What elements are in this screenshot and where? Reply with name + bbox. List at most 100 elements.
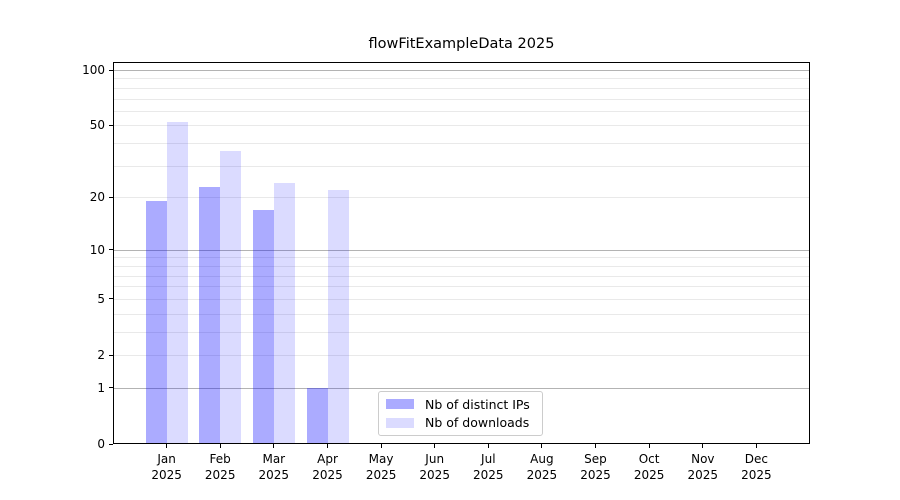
x-tick-month: Feb	[209, 452, 231, 466]
y-tick-label: 0	[97, 437, 105, 451]
x-tick-month: Mar	[262, 452, 286, 466]
x-tick-year: 2025	[741, 468, 772, 482]
bar-nb-of-distinct-ips-mar	[252, 209, 274, 444]
gridline-minor	[113, 275, 810, 277]
x-tick-label: Jul 2025	[473, 451, 504, 483]
gridline-minor	[113, 165, 810, 167]
gridline-minor	[113, 313, 810, 315]
x-tick	[219, 444, 221, 448]
x-tick	[166, 444, 168, 448]
gridline-minor	[113, 257, 810, 259]
bar-nb-of-downloads-apr	[327, 189, 349, 444]
legend-item: Nb of distinct IPs	[386, 397, 535, 412]
y-tick	[109, 387, 113, 389]
y-tick	[109, 69, 113, 71]
x-tick-year: 2025	[633, 468, 665, 482]
legend-swatch-nb-of-downloads	[386, 417, 414, 428]
x-tick-month: Oct	[638, 452, 660, 466]
x-tick-month: Apr	[317, 452, 338, 466]
bar-nb-of-distinct-ips-apr	[306, 387, 328, 444]
gridline-minor	[113, 110, 810, 112]
x-tick-month: Dec	[744, 452, 769, 466]
x-tick	[541, 444, 543, 448]
legend-item: Nb of downloads	[386, 415, 535, 430]
x-tick-month: Jul	[481, 452, 496, 466]
x-tick-month: Jun	[425, 452, 445, 466]
x-tick-month: May	[368, 452, 394, 466]
x-tick	[702, 444, 704, 448]
x-tick	[327, 444, 328, 448]
x-tick-year: 2025	[151, 468, 182, 482]
gridline-minor	[113, 125, 810, 127]
plot-area: Jan 2025 Feb 2025 Mar 2025 Apr 2025 May 2025 Jun 20…	[113, 62, 810, 482]
gridline-major	[113, 70, 810, 71]
x-tick-month: Nov	[691, 452, 715, 466]
gridline-minor	[113, 286, 810, 288]
x-tick	[434, 444, 436, 448]
bar-nb-of-distinct-ips-feb	[199, 186, 221, 444]
x-tick-label: Mar 2025	[259, 451, 290, 483]
x-tick-year: 2025	[365, 468, 397, 482]
x-tick-month: Sep	[584, 452, 607, 466]
gridline-minor	[113, 265, 810, 267]
y-tick	[109, 298, 113, 300]
x-tick-year: 2025	[258, 468, 290, 482]
y-tick-label: 2	[97, 348, 105, 362]
legend: Nb of distinct IPs Nb of downloads	[378, 391, 543, 436]
y-tick-label: 20	[89, 190, 105, 205]
x-tick-month: Jan	[157, 452, 176, 466]
x-tick	[755, 444, 757, 448]
x-tick-month: Aug	[530, 452, 554, 466]
y-tick	[109, 443, 113, 445]
x-tick-year: 2025	[580, 468, 611, 482]
x-tick-year: 2025	[526, 468, 558, 482]
legend-swatch-nb-of-distinct-ips	[386, 399, 414, 410]
x-tick-label: Dec 2025	[741, 451, 772, 483]
x-tick-label: Jan 2025	[151, 451, 182, 483]
x-tick-label: Aug 2025	[527, 451, 558, 483]
y-tick	[109, 354, 113, 356]
y-tick	[109, 124, 113, 126]
y-tick-label: 10	[89, 242, 105, 257]
x-tick	[595, 444, 596, 448]
gridline-minor	[113, 78, 810, 80]
x-tick-year: 2025	[312, 468, 343, 482]
y-tick-label: 1	[97, 380, 105, 395]
y-tick-label: 5	[97, 291, 105, 306]
gridline-major	[113, 249, 810, 251]
gridline-minor	[113, 298, 810, 300]
gridline-major	[113, 387, 810, 389]
chart-title: flowFitExampleData 2025	[368, 36, 555, 52]
bar-nb-of-downloads-mar	[273, 183, 295, 444]
x-tick	[648, 444, 650, 448]
x-tick-year: 2025	[473, 468, 504, 482]
bar-nb-of-downloads-feb	[220, 151, 242, 444]
gridline-minor	[113, 87, 810, 89]
gridline-minor	[113, 197, 810, 199]
y-tick	[109, 196, 113, 198]
x-tick	[380, 444, 382, 448]
gridline-minor	[113, 331, 810, 333]
x-tick-label: Sep 2025	[580, 451, 611, 483]
x-tick-year: 2025	[204, 468, 236, 482]
gridline-minor	[113, 355, 810, 356]
gridline-minor	[113, 98, 810, 100]
x-tick-year: 2025	[687, 468, 719, 482]
y-tick-label: 100	[82, 63, 105, 77]
x-tick	[273, 444, 275, 448]
x-tick-label: May 2025	[366, 451, 397, 483]
x-tick-label: Apr 2025	[312, 451, 343, 483]
bar-nb-of-distinct-ips-jan	[145, 201, 167, 444]
x-tick-label: Oct 2025	[634, 451, 665, 483]
x-tick-label: Nov 2025	[688, 451, 719, 483]
x-tick-year: 2025	[419, 468, 450, 482]
bar-nb-of-downloads-jan	[166, 122, 188, 444]
y-tick-label: 50	[89, 118, 105, 133]
x-tick	[487, 444, 489, 448]
x-tick-label: Jun 2025	[419, 451, 450, 483]
legend-label: Nb of downloads	[425, 415, 530, 431]
x-tick-label: Feb 2025	[205, 451, 236, 483]
gridline-minor	[113, 143, 810, 145]
y-tick	[109, 249, 113, 251]
